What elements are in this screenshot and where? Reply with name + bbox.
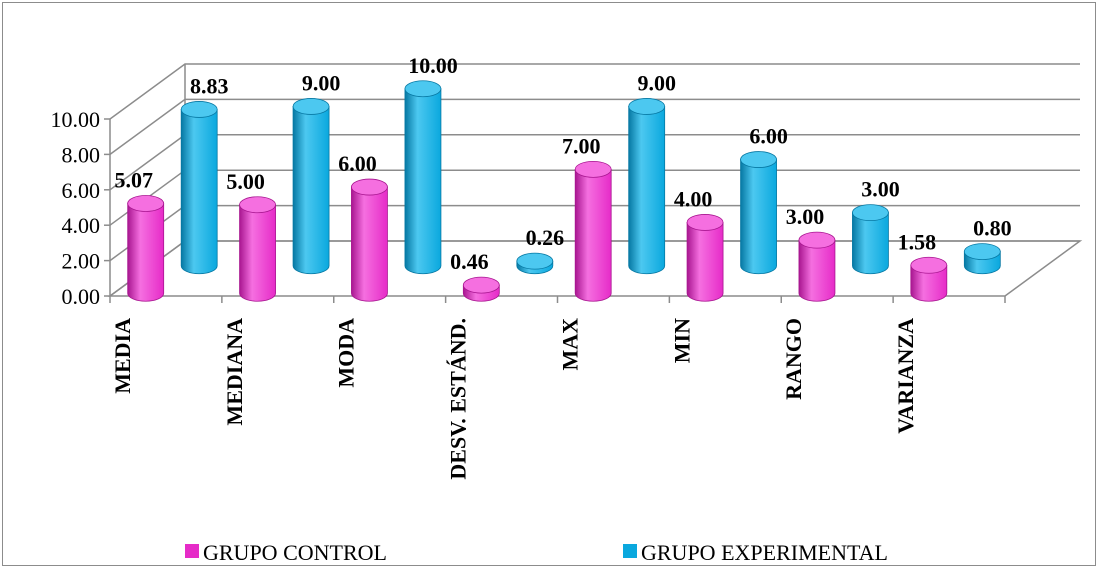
bar-experimental-5 [740,151,777,275]
data-label-experimental: 10.00 [408,53,458,78]
legend-label-grupo-control: GRUPO CONTROL [203,540,387,565]
bar-control-1 [239,196,276,302]
category-label: MEDIA [110,318,135,394]
data-label-experimental: 0.26 [526,225,565,250]
data-label-control: 0.46 [450,249,489,274]
bar-experimental-7 [963,243,1001,275]
bar-control-6 [798,231,836,302]
bar-experimental-4 [628,98,666,275]
category-label: MIN [669,318,694,363]
y-tick-label: 0.00 [62,284,101,309]
category-label: DESV. ESTÁND. [446,318,471,480]
gridline [109,63,1080,120]
data-label-experimental: 8.83 [190,73,229,98]
data-label-experimental: 3.00 [861,177,900,202]
legend-label-grupo-experimental: GRUPO EXPERIMENTAL [641,540,888,565]
bar-control-0 [127,195,165,302]
category-label: VARIANZA [893,318,918,434]
bars: 8.83 9.00 10.00 0.26 9.00 6.00 3.00 0.80 5.07 5.0… [114,53,1012,302]
bar-control-7 [910,256,948,302]
gridline [109,98,1080,156]
bar-control-4 [574,160,612,302]
data-label-control: 3.00 [786,204,825,229]
y-axis-ticks: 0.00 2.00 4.00 6.00 8.00 10.00 [51,107,110,309]
data-label-control: 4.00 [674,186,713,211]
bar-experimental-1 [292,98,330,275]
legend: GRUPO CONTROL GRUPO EXPERIMENTAL [185,540,888,565]
y-tick-label: 8.00 [62,142,101,167]
category-label: RANGO [781,318,806,400]
y-tick-label: 4.00 [62,213,101,238]
legend-swatch-grupo-experimental [623,544,637,558]
legend-swatch-grupo-control [185,544,199,558]
bar-experimental-2 [404,80,442,275]
y-tick-label: 2.00 [62,249,101,274]
bar-experimental-3 [516,252,554,275]
data-label-control: 6.00 [338,151,377,176]
category-label: MAX [557,318,582,371]
bar-control-2 [351,178,388,302]
data-label-experimental: 6.00 [749,124,788,149]
data-label-experimental: 9.00 [302,70,341,95]
bar-control-3 [462,276,500,302]
data-label-experimental: 9.00 [637,70,676,95]
category-label: MODA [334,318,359,388]
category-label: MEDIANA [222,318,247,426]
data-label-control: 5.00 [226,169,265,194]
category-labels: MEDIA MEDIANA MODA DESV. ESTÁND. MAX MIN RANGO… [110,318,918,480]
y-tick-label: 6.00 [62,178,101,203]
data-label-control: 7.00 [562,133,601,158]
y-tick-label: 10.00 [51,107,101,132]
bar-control-5 [686,214,724,302]
bar-experimental-0 [180,101,218,275]
data-label-experimental: 0.80 [973,216,1012,241]
data-label-control: 5.07 [114,168,153,193]
bar-experimental-6 [852,204,889,275]
data-label-control: 1.58 [898,229,937,254]
